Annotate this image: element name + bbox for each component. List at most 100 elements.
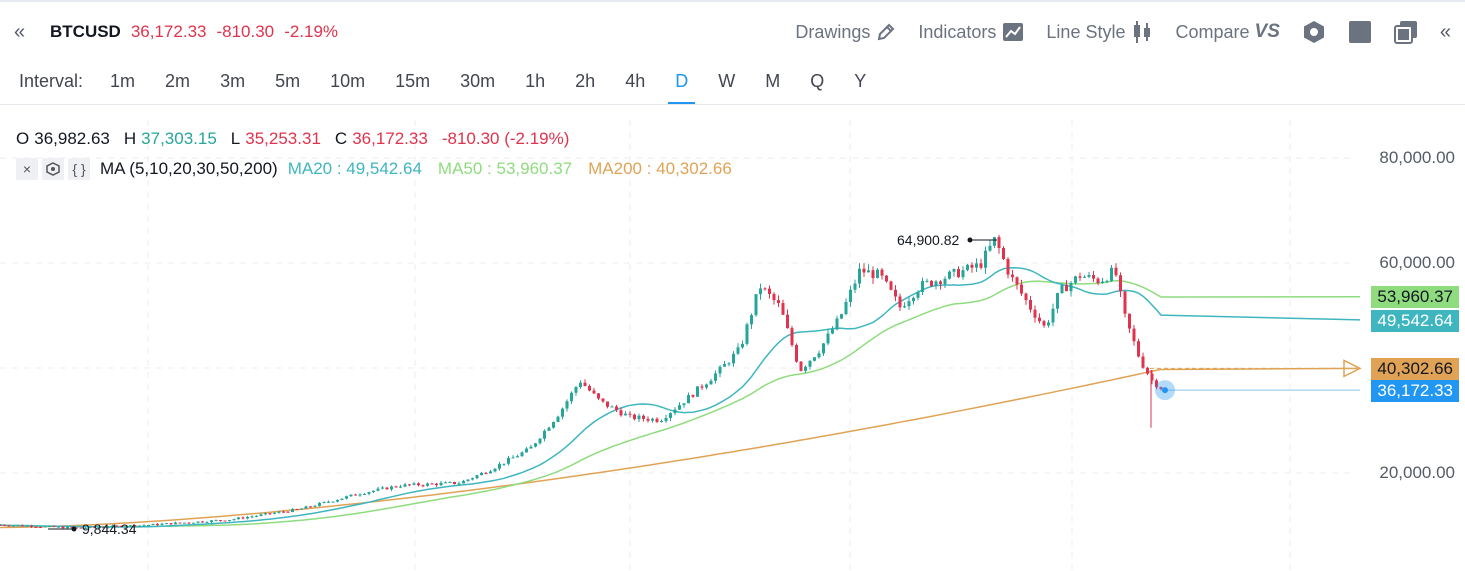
candle-body — [1051, 308, 1055, 323]
vs-icon: VS — [1254, 21, 1280, 42]
indicator-settings-icon[interactable] — [42, 158, 64, 180]
candle-body — [547, 427, 551, 431]
interval-10m[interactable]: 10m — [330, 70, 366, 91]
candle-body — [925, 280, 929, 282]
candle-body — [426, 483, 429, 486]
candle-body — [943, 278, 947, 285]
candle-body — [592, 390, 596, 394]
symbol-area: « BTCUSD 36,172.33 -810.30 -2.19% — [14, 8, 348, 56]
candle-body — [1141, 356, 1145, 368]
candle-body — [12, 525, 15, 527]
candle-body — [1119, 275, 1122, 292]
candle-body — [1033, 309, 1037, 318]
ma200-value: MA200 : 40,302.66 — [588, 159, 732, 178]
interval-3m[interactable]: 3m — [220, 70, 246, 91]
candle-body — [295, 509, 299, 511]
candle-body — [421, 485, 425, 487]
candle-body — [1006, 259, 1010, 275]
candle-body — [664, 418, 668, 422]
code-icon[interactable]: { } — [68, 158, 90, 180]
candle-body — [934, 281, 938, 286]
candle-body — [187, 522, 191, 524]
chart-grid — [0, 120, 1350, 571]
candle-body — [534, 443, 537, 447]
candle-body — [813, 357, 816, 361]
interval-d[interactable]: D — [660, 58, 703, 104]
top-toolbar: « BTCUSD 36,172.33 -810.30 -2.19% Drawin… — [0, 8, 1465, 56]
collapse-left-icon[interactable]: « — [14, 20, 26, 43]
copy-button[interactable] — [1393, 20, 1418, 44]
candles — [0, 234, 1163, 529]
fullscreen-button[interactable] — [1348, 20, 1372, 44]
candle-body — [529, 446, 533, 449]
candle-body — [1110, 267, 1113, 281]
candle-body — [678, 405, 681, 410]
ohlc-change: -810.30 (-2.19%) — [441, 129, 570, 148]
candle-body — [799, 361, 803, 371]
candle-body — [484, 472, 488, 474]
candle-body — [723, 364, 726, 367]
drawings-button[interactable]: Drawings — [795, 22, 896, 43]
interval-q[interactable]: Q — [810, 70, 825, 91]
price-chart[interactable] — [0, 105, 1465, 571]
candle-body — [606, 401, 609, 407]
interval-1h[interactable]: 1h — [525, 70, 546, 91]
ma-indicator-name[interactable]: MA (5,10,20,30,50,200) — [100, 159, 278, 178]
candle-body — [862, 268, 866, 273]
candle-body — [160, 523, 164, 526]
interval-2h[interactable]: 2h — [575, 70, 596, 91]
interval-4h[interactable]: 4h — [625, 70, 646, 91]
candle-body — [709, 380, 713, 385]
interval-w[interactable]: W — [718, 70, 736, 91]
interval-1m[interactable]: 1m — [110, 70, 136, 91]
candle-body — [84, 527, 87, 529]
candle-body — [277, 511, 281, 513]
indicators-button[interactable]: Indicators — [918, 22, 1024, 43]
close-icon[interactable]: × — [16, 158, 38, 180]
candle-body — [93, 526, 96, 528]
candle-body — [754, 294, 758, 316]
candle-body — [565, 401, 569, 409]
candle-body — [1105, 280, 1109, 282]
ma200-line — [0, 367, 1361, 529]
interval-15m[interactable]: 15m — [395, 70, 431, 91]
interval-label: Interval: — [19, 70, 84, 91]
candle-body — [651, 418, 654, 421]
candle-body — [727, 363, 731, 365]
settings-button[interactable] — [1302, 20, 1326, 44]
close-value: 36,172.33 — [352, 129, 428, 148]
candle-body — [106, 527, 110, 529]
candle-body — [831, 329, 834, 334]
candle-body — [808, 360, 812, 367]
candle-body — [268, 513, 272, 515]
compare-button[interactable]: Compare VS — [1175, 21, 1279, 43]
candle-body — [583, 382, 587, 387]
candle-body — [232, 519, 236, 521]
collapse-right-button[interactable]: « — [1440, 21, 1451, 44]
last-price-tag: 36,172.33 — [1371, 380, 1459, 402]
candle-body — [1078, 276, 1082, 278]
ma20-value: MA20 : 49,542.64 — [287, 159, 422, 178]
symbol-name[interactable]: BTCUSD — [50, 22, 121, 41]
interval-2m[interactable]: 2m — [165, 70, 191, 91]
candle-body — [885, 275, 888, 282]
line-style-button[interactable]: Line Style — [1046, 20, 1153, 44]
candle-body — [1150, 373, 1154, 381]
axis-tick-60000: 60,000.00 — [1379, 253, 1455, 272]
candle-body — [538, 438, 542, 444]
candle-body — [979, 263, 983, 268]
candle-body — [1101, 281, 1104, 284]
interval-5m[interactable]: 5m — [275, 70, 301, 91]
candle-body — [1114, 267, 1118, 276]
interval-y[interactable]: Y — [854, 70, 867, 91]
candle-body — [786, 314, 789, 329]
candle-body — [736, 347, 740, 354]
candle-body — [628, 413, 632, 415]
candle-body — [385, 487, 389, 490]
candle-body — [966, 264, 969, 271]
candle-body — [453, 481, 456, 484]
candle-body — [975, 263, 978, 268]
candle-body — [993, 237, 996, 246]
interval-m[interactable]: M — [765, 70, 781, 91]
interval-30m[interactable]: 30m — [460, 70, 496, 91]
